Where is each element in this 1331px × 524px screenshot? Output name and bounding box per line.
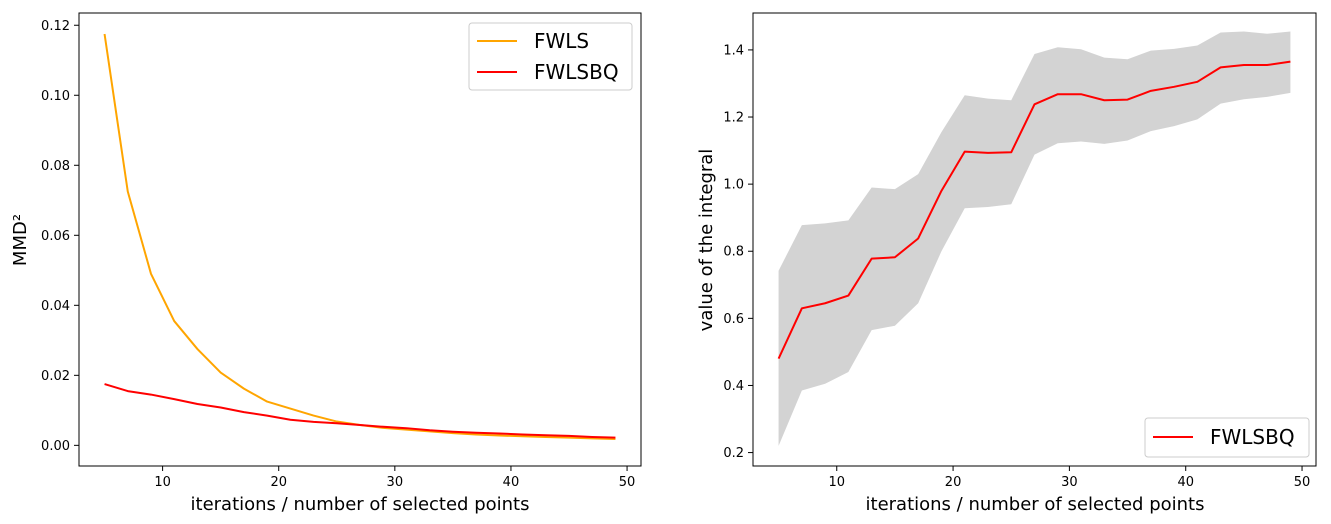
integral-x-tick-label: 40 [1177,475,1194,490]
integral-x-tick-label: 50 [1294,475,1311,490]
mmd-x-tick-label: 40 [503,475,520,490]
integral-y-tick-label: 1.0 [723,178,744,193]
integral-y-tick-label: 0.6 [723,312,744,327]
integral-x-tick-label: 30 [1061,475,1078,490]
legend-label-fwlsbq: FWLSBQ [534,60,619,84]
integral-series-line-fwlsbq [777,60,1291,360]
mmd-x-tick-label: 10 [154,475,171,490]
integral-y-tick-label: 1.4 [723,43,744,58]
integral-y-tick-label: 0.8 [723,245,744,260]
mmd-y-tick-label: 0.08 [41,159,70,174]
integral-panel: 10 20 30 40 50 0.2 0.4 0.6 0.8 1.0 1.2 1.4 iteratio… [696,12,1317,515]
integral-legend: FWLSBQ [1144,417,1310,458]
mmd-y-tick-label: 0.10 [41,89,70,104]
integral-y-axis-label: value of the integral [696,149,717,332]
mmd-x-axis-label: iterations / number of selected points [191,494,530,515]
mmd-y-tick-label: 0.06 [41,229,70,244]
mmd-panel: 10 20 30 40 50 0.00 0.02 0.04 0.06 0.08 0.10 0.12 i… [10,12,642,515]
mmd-series-line-fwlsbq [104,383,616,439]
legend-label-fwlsbq-integral: FWLSBQ [1210,425,1295,449]
mmd-legend: FWLS FWLSBQ [468,22,633,91]
mmd-y-tick-label: 0.04 [41,299,70,314]
mmd-y-tick-label: 0.12 [41,19,70,34]
legend-label-fwls: FWLS [534,29,589,53]
mmd-legend-box [468,22,633,91]
integral-x-tick-label: 20 [945,475,962,490]
mmd-axes-frame [78,12,642,467]
integral-x-axis-label: iterations / number of selected points [866,494,1205,515]
mmd-x-tick-label: 50 [619,475,636,490]
mmd-series-line-fwls [103,33,616,441]
mmd-y-axis-label: MMD² [10,214,31,266]
mmd-y-tick-label: 0.00 [41,439,70,454]
integral-y-tick-label: 0.4 [723,379,744,394]
integral-axes-frame [752,12,1317,467]
integral-x-tick-label: 10 [828,475,845,490]
mmd-x-tick-label: 30 [387,475,404,490]
integral-legend-box [1144,417,1310,458]
integral-y-tick-label: 1.2 [723,111,744,126]
mmd-y-tick-label: 0.02 [41,369,70,384]
mmd-x-tick-label: 20 [270,475,287,490]
integral-confidence-band [778,31,1291,446]
integral-y-tick-label: 0.2 [723,446,744,461]
